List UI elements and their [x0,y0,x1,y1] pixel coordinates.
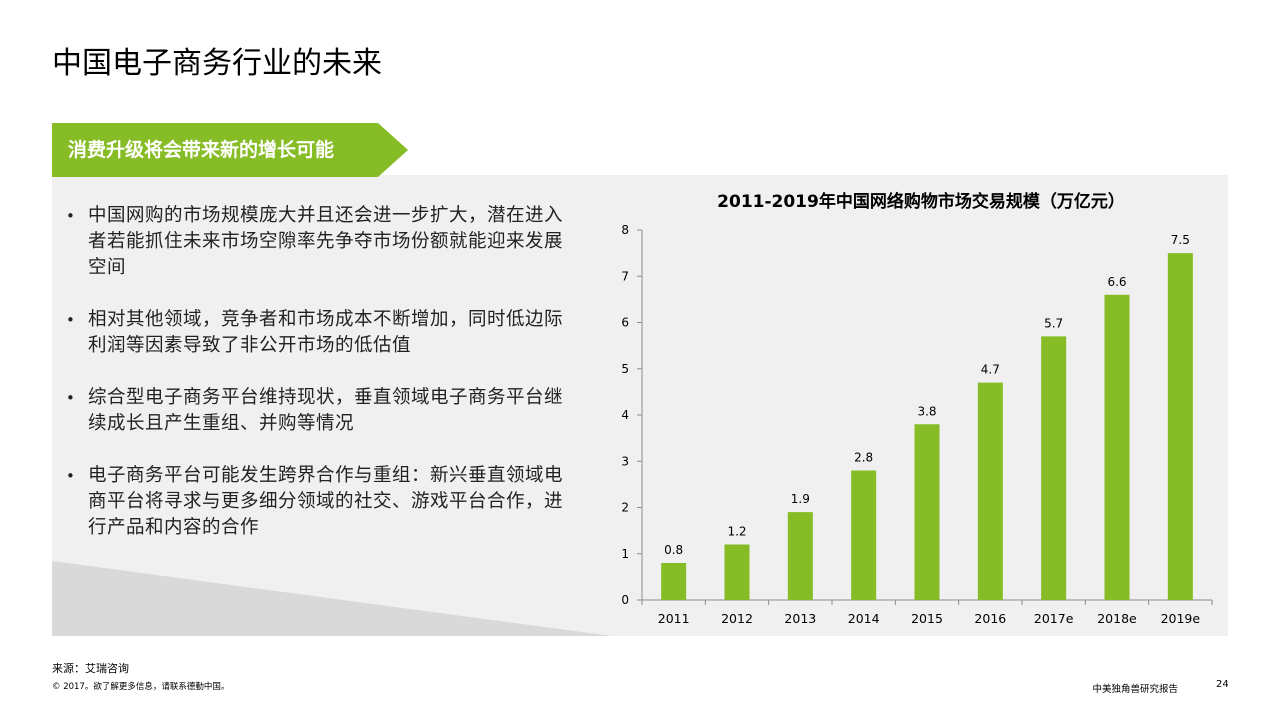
bullet-text: 中国网购的市场规模庞大并且还会进一步扩大，潜在进入者若能抓住未来市场空隙率先争夺… [88,205,564,278]
y-tick-label: 2 [621,501,629,515]
data-label: 7.5 [1171,233,1190,247]
panel-wedge [52,561,612,636]
panel-background [52,175,1228,636]
data-label: 0.8 [664,543,683,557]
list-item: • 综合型电子商务平台维持现状，垂直领域电子商务平台继续成长且产生重组、并购等情… [64,385,564,437]
x-tick-label: 2017e [1034,611,1074,626]
data-label: 1.2 [727,525,746,539]
y-tick-label: 1 [621,547,629,561]
bullet-marker: • [66,207,75,225]
x-tick-label: 2013 [784,611,816,626]
bullet-marker: • [66,389,75,407]
bar [724,544,750,600]
bar [787,512,813,600]
list-item: • 相对其他领域，竞争者和市场成本不断增加，同时低边际利润等因素导致了非公开市场… [64,307,564,359]
bullet-list: • 中国网购的市场规模庞大并且还会进一步扩大，潜在进入者若能抓住未来市场空隙率先… [64,203,564,567]
chart-title: 2011-2019年中国网络购物市场交易规模（万亿元） [717,191,1125,212]
bar [914,424,940,600]
content-panel [52,175,1228,636]
banner-arrow-shape [52,123,408,177]
bar [1041,336,1067,600]
y-tick-label: 8 [621,223,629,237]
section-banner: 消费升级将会带来新的增长可能 [52,123,408,177]
x-tick-label: 2016 [974,611,1006,626]
data-label: 2.8 [854,451,873,465]
bullet-text: 相对其他领域，竞争者和市场成本不断增加，同时低边际利润等因素导致了非公开市场的低… [88,309,564,356]
x-tick-label: 2019e [1161,611,1201,626]
y-tick-label: 7 [621,269,629,283]
bullet-marker: • [66,467,75,485]
page-number: 24 [1216,679,1229,690]
report-name: 中美独角兽研究报告 [1092,684,1178,695]
bar [661,563,687,600]
y-tick-label: 3 [621,454,629,468]
data-label: 5.7 [1044,316,1063,330]
list-item: • 电子商务平台可能发生跨界合作与重组：新兴垂直领域电商平台将寻求与更多细分领域… [64,463,564,541]
page-title: 中国电子商务行业的未来 [52,46,382,81]
source-note: 来源：艾瑞咨询 [52,662,129,675]
y-tick-label: 4 [621,408,629,422]
x-tick-label: 2012 [721,611,753,626]
y-tick-label: 0 [621,593,629,607]
data-label: 3.8 [917,404,936,418]
y-tick-label: 6 [621,316,629,330]
data-label: 6.6 [1107,275,1126,289]
banner-label: 消费升级将会带来新的增长可能 [68,139,335,161]
list-item: • 中国网购的市场规模庞大并且还会进一步扩大，潜在进入者若能抓住未来市场空隙率先… [64,203,564,281]
x-tick-label: 2014 [848,611,880,626]
bullet-text: 综合型电子商务平台维持现状，垂直领域电子商务平台继续成长且产生重组、并购等情况 [88,387,564,434]
bar [1104,294,1130,600]
bullet-text: 电子商务平台可能发生跨界合作与重组：新兴垂直领域电商平台将寻求与更多细分领域的社… [88,465,564,538]
x-tick-label: 2018e [1097,611,1137,626]
bar [977,382,1003,600]
y-tick-label: 5 [621,362,629,376]
x-tick-label: 2011 [658,611,690,626]
copyright-note: © 2017。欲了解更多信息，请联系德勤中国。 [52,682,230,692]
bar [851,470,877,600]
x-tick-label: 2015 [911,611,943,626]
data-label: 1.9 [791,492,810,506]
data-label: 4.7 [981,363,1000,377]
bar [1167,253,1193,600]
bullet-marker: • [66,311,75,329]
